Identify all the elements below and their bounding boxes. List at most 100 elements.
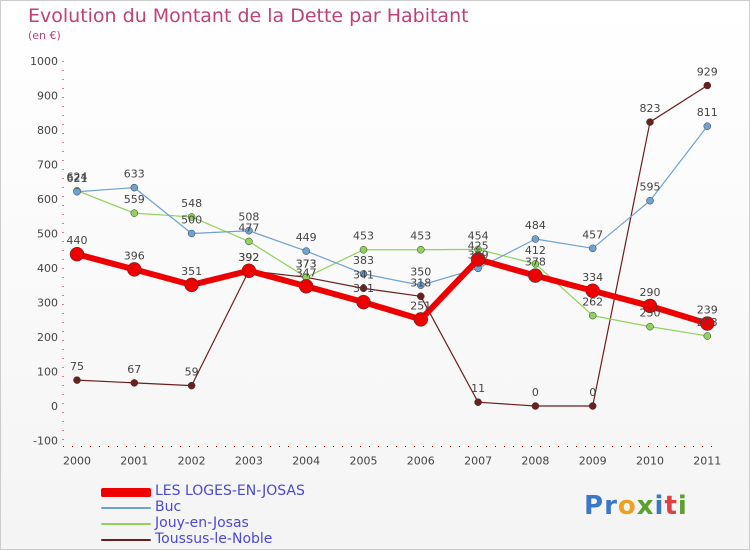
legend-swatch: [101, 507, 151, 509]
legend-swatch: [101, 523, 151, 525]
data-label: 392: [238, 251, 259, 264]
data-label: 239: [697, 304, 718, 317]
y-tick-label: -100: [33, 435, 58, 448]
series-line: [76, 84, 708, 407]
data-point: [187, 381, 196, 390]
data-label: 453: [410, 230, 431, 243]
logo-letter: P: [584, 491, 605, 521]
data-point: [703, 332, 712, 340]
data-label: 230: [640, 307, 661, 320]
data-label: 290: [640, 286, 661, 299]
data-point: [646, 118, 654, 126]
data-label: 383: [353, 254, 374, 267]
x-tick-label: 2011: [693, 455, 721, 468]
x-tick-label: 2008: [521, 455, 549, 468]
data-label: 392: [238, 251, 259, 264]
data-point: [417, 281, 425, 289]
y-tick-label: 1000: [30, 55, 58, 68]
data-label: 11: [471, 382, 485, 395]
data-label: 373: [296, 257, 317, 270]
x-tick-label: 2006: [407, 455, 435, 468]
logo-letter: i: [677, 491, 688, 521]
data-label: 477: [238, 221, 259, 234]
series-line: [76, 251, 709, 327]
data-label: 378: [525, 256, 546, 269]
data-point: [130, 209, 139, 217]
data-point: [703, 81, 712, 90]
data-point: [588, 311, 597, 320]
data-point: [359, 284, 368, 293]
data-point: [646, 196, 654, 205]
legend-swatch: [101, 539, 151, 541]
data-point: [241, 263, 257, 279]
y-tick-label: 900: [37, 90, 58, 103]
data-label: 425: [468, 239, 489, 252]
data-label: 823: [640, 102, 661, 115]
x-tick-label: 2002: [178, 455, 206, 468]
series-line: [76, 190, 708, 337]
data-point: [528, 268, 543, 283]
data-point: [588, 244, 597, 253]
data-label: 0: [532, 386, 539, 399]
legend-label: LES LOGES-EN-JOSAS: [155, 483, 305, 499]
data-label: 633: [124, 168, 145, 181]
data-point: [302, 247, 310, 255]
y-tick-label: 0: [51, 400, 58, 413]
data-point: [417, 245, 425, 254]
data-point: [130, 379, 139, 387]
data-point: [356, 294, 371, 310]
logo-letter: x: [636, 491, 655, 521]
logo-letter: o: [617, 491, 637, 521]
data-point: [127, 262, 142, 277]
data-point: [531, 235, 540, 243]
data-label: 624: [67, 171, 88, 184]
data-label: 347: [296, 266, 317, 279]
data-label: 351: [181, 265, 202, 278]
data-point: [588, 402, 597, 410]
logo-letter: r: [604, 491, 618, 521]
data-label: 318: [410, 276, 431, 289]
legend-label: Jouy-en-Josas: [155, 515, 249, 531]
y-tick-label: 300: [37, 297, 58, 310]
data-point: [646, 322, 654, 331]
data-label: 454: [468, 229, 489, 242]
logo-letter: i: [654, 491, 665, 521]
x-tick-label: 2007: [464, 455, 492, 468]
data-label: 440: [67, 234, 88, 247]
logo-letter: t: [664, 491, 678, 521]
data-label: 412: [525, 244, 546, 257]
legend-label: Buc: [155, 499, 182, 515]
data-point: [417, 292, 425, 301]
data-label: 621: [67, 172, 88, 185]
data-label: 811: [697, 106, 718, 119]
legend-label: Toussus-le-Noble: [155, 531, 273, 547]
data-label: 453: [353, 230, 374, 243]
chart-unit: (en €): [28, 29, 61, 42]
data-point: [531, 402, 540, 410]
data-point: [531, 260, 540, 268]
data-label: 0: [589, 386, 596, 399]
y-tick-label: 600: [37, 193, 58, 206]
data-label: 203: [697, 316, 718, 329]
series-line: [76, 125, 708, 286]
data-label: 396: [124, 249, 145, 262]
data-label: 75: [70, 360, 84, 373]
y-tick-label: 100: [37, 366, 58, 379]
x-tick-label: 2010: [636, 455, 664, 468]
data-point: [470, 252, 486, 267]
chart-title: Evolution du Montant de la Dette par Hab…: [28, 5, 469, 27]
y-tick-label: 500: [37, 228, 58, 241]
data-label: 399: [468, 248, 489, 261]
data-point: [642, 298, 658, 314]
data-label: 350: [410, 265, 431, 278]
data-label: 595: [640, 181, 661, 194]
data-point: [703, 122, 712, 130]
data-label: 449: [296, 231, 317, 244]
data-label: 262: [582, 296, 603, 309]
x-tick-label: 2000: [63, 455, 91, 468]
legend-swatch: [101, 487, 151, 497]
x-tick-label: 2004: [292, 455, 320, 468]
data-point: [245, 237, 253, 246]
data-point: [69, 246, 85, 262]
